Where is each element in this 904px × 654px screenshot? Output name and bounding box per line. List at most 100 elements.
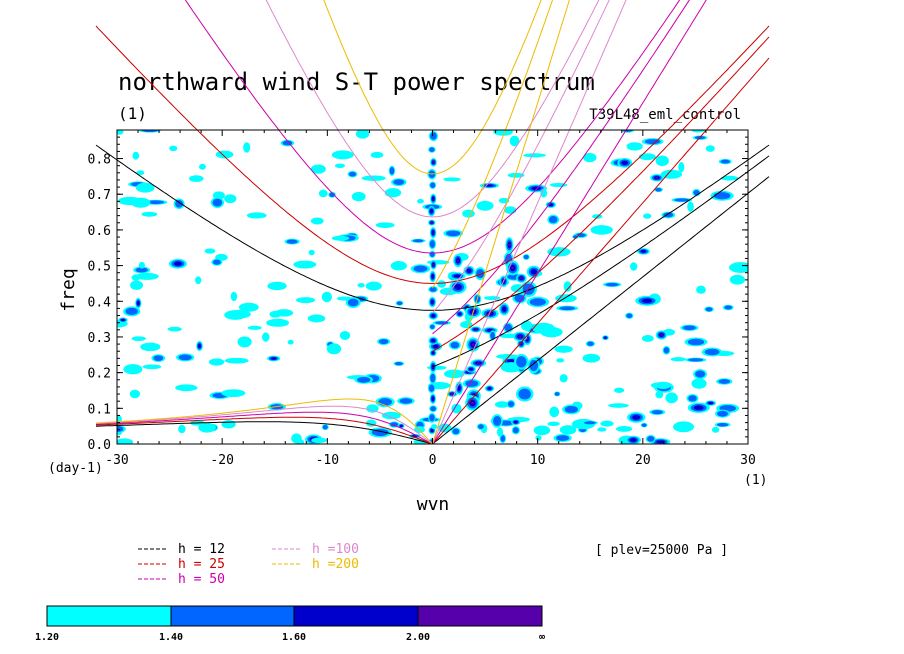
power-blob: [559, 306, 576, 311]
power-blob: [529, 359, 539, 372]
colorbar: 1.20 1.40 1.60 2.00 ∞: [35, 605, 545, 643]
power-blob: [507, 243, 511, 247]
power-blob: [431, 351, 435, 355]
power-blob: [212, 259, 221, 265]
power-blob: [471, 343, 475, 346]
power-blob: [123, 364, 143, 375]
power-blob: [221, 419, 236, 429]
y-tick-label: 0.1: [88, 402, 111, 417]
power-blob: [716, 423, 729, 427]
power-blob: [135, 267, 148, 273]
power-blob: [430, 428, 434, 433]
power-blob: [496, 427, 504, 437]
power-blob: [647, 436, 655, 442]
spectral-power-field: [117, 130, 748, 444]
y-tick-label: 0.6: [88, 224, 111, 239]
power-blob: [670, 357, 687, 362]
power-blob: [174, 261, 182, 266]
power-blob: [430, 324, 435, 330]
power-blob: [462, 209, 475, 218]
power-blob: [502, 306, 507, 312]
power-blob: [136, 170, 145, 175]
power-blob: [523, 254, 529, 260]
legend-label: h =200: [312, 557, 359, 572]
power-blob: [494, 401, 510, 408]
power-blob: [429, 208, 434, 214]
power-blob: [322, 425, 328, 430]
power-blob: [549, 406, 560, 418]
x-tick-label: -30: [105, 453, 128, 468]
power-blob: [663, 212, 674, 218]
power-blob: [357, 282, 365, 288]
power-blob: [428, 384, 435, 392]
power-blob: [656, 440, 665, 444]
power-blob: [431, 396, 435, 402]
power-blob: [555, 294, 577, 303]
power-blob: [476, 268, 485, 279]
power-blob: [117, 425, 124, 433]
power-blob: [450, 392, 454, 396]
power-blob: [195, 276, 202, 285]
power-blob: [334, 163, 346, 168]
power-blob: [583, 152, 597, 163]
power-blob: [554, 345, 573, 353]
power-blob: [429, 147, 435, 152]
power-blob: [556, 358, 565, 363]
power-blob: [688, 358, 704, 362]
power-blob: [695, 370, 706, 378]
power-blob: [590, 225, 613, 235]
colorbar-level-label: 2.00: [406, 632, 430, 643]
run-label: T39L48_eml_control: [589, 107, 741, 123]
chart-subtitle: (1): [118, 104, 147, 123]
dispersion-curve-h12: [95, 144, 770, 311]
power-blob: [287, 339, 294, 345]
power-blob: [456, 259, 460, 262]
power-blob: [357, 376, 371, 383]
power-blob: [326, 343, 342, 355]
power-blob: [597, 427, 607, 432]
power-blob: [603, 336, 607, 339]
power-blob: [267, 281, 287, 291]
power-blob: [691, 130, 705, 133]
power-blob: [651, 410, 663, 415]
power-blob: [307, 314, 326, 323]
power-blob: [641, 423, 647, 427]
power-blob: [563, 281, 572, 292]
power-blob: [431, 424, 438, 430]
power-blob: [378, 398, 393, 406]
power-blob: [614, 387, 625, 393]
power-blob: [431, 313, 436, 318]
power-blob: [468, 367, 474, 371]
power-blob: [532, 322, 555, 334]
power-blob: [496, 354, 519, 360]
chart-title: northward wind S-T power spectrum: [118, 68, 595, 96]
power-blob: [243, 142, 251, 153]
legend-label: h = 12: [178, 542, 225, 557]
power-blob: [615, 426, 633, 432]
power-blob: [533, 425, 551, 436]
x-tick-label: 20: [635, 453, 651, 468]
power-blob: [147, 200, 165, 205]
power-blob: [638, 153, 656, 161]
power-blob: [167, 326, 182, 332]
power-blob: [465, 380, 479, 387]
power-blob: [331, 150, 354, 160]
colorbar-swatch: [170, 605, 295, 627]
power-blob: [728, 262, 748, 273]
power-blob: [718, 379, 731, 384]
power-blob: [632, 415, 641, 420]
power-blob: [381, 411, 401, 420]
power-blob: [247, 325, 262, 330]
y-axis-label: freq: [58, 268, 79, 311]
power-blob: [687, 338, 705, 346]
power-blob: [487, 387, 492, 390]
power-blob: [142, 130, 158, 133]
power-blob: [393, 179, 405, 186]
power-blob: [221, 389, 246, 397]
power-blob: [141, 211, 158, 217]
power-blob: [351, 191, 366, 202]
y-unit-label: (day-1): [48, 461, 103, 476]
power-blob: [682, 325, 696, 331]
dispersion-curve-h100: [432, 0, 627, 445]
power-blob: [237, 336, 252, 348]
